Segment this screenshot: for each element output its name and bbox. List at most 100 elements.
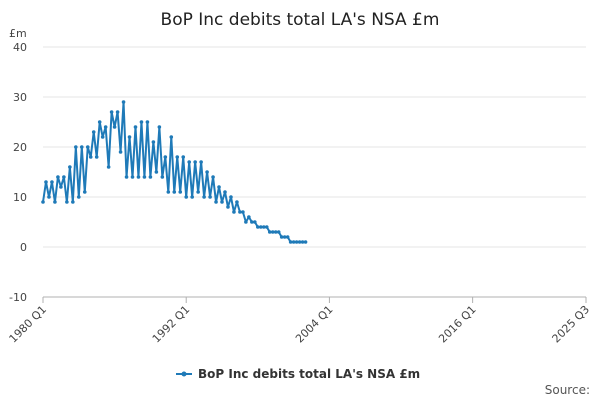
data-point[interactable] bbox=[294, 240, 299, 244]
data-point[interactable] bbox=[238, 210, 242, 214]
data-point[interactable] bbox=[142, 175, 147, 179]
data-point[interactable] bbox=[229, 195, 233, 199]
data-point[interactable] bbox=[259, 225, 263, 229]
data-point[interactable] bbox=[103, 125, 108, 129]
data-point[interactable] bbox=[169, 135, 174, 139]
data-point[interactable] bbox=[244, 220, 248, 224]
data-point[interactable] bbox=[184, 195, 189, 199]
data-point[interactable] bbox=[247, 215, 251, 219]
data-point[interactable] bbox=[288, 240, 293, 244]
data-point[interactable] bbox=[88, 155, 93, 159]
data-point[interactable] bbox=[47, 195, 51, 199]
data-point[interactable] bbox=[220, 200, 224, 204]
data-point[interactable] bbox=[208, 195, 212, 199]
data-point[interactable] bbox=[175, 155, 180, 159]
data-point[interactable] bbox=[100, 135, 105, 139]
data-point[interactable] bbox=[214, 200, 218, 204]
data-point[interactable] bbox=[253, 220, 257, 224]
data-point[interactable] bbox=[196, 190, 200, 194]
data-point[interactable] bbox=[97, 120, 102, 124]
x-tick-label: 1980 Q1 bbox=[7, 303, 50, 346]
data-point[interactable] bbox=[151, 140, 156, 144]
data-point[interactable] bbox=[74, 145, 78, 149]
data-point[interactable] bbox=[106, 165, 111, 169]
data-point[interactable] bbox=[282, 235, 287, 239]
data-point[interactable] bbox=[256, 225, 260, 229]
data-point[interactable] bbox=[270, 230, 275, 234]
data-point[interactable] bbox=[250, 220, 254, 224]
data-point[interactable] bbox=[211, 175, 215, 179]
data-point[interactable] bbox=[121, 100, 126, 104]
data-point[interactable] bbox=[226, 205, 230, 209]
data-point[interactable] bbox=[264, 225, 269, 229]
data-point[interactable] bbox=[56, 175, 60, 179]
y-tick-label: 10 bbox=[13, 191, 27, 204]
data-point[interactable] bbox=[115, 110, 120, 114]
data-point[interactable] bbox=[139, 120, 144, 124]
data-point[interactable] bbox=[187, 160, 191, 164]
data-point[interactable] bbox=[223, 190, 227, 194]
data-point[interactable] bbox=[44, 180, 48, 184]
data-point[interactable] bbox=[202, 195, 206, 199]
data-point[interactable] bbox=[118, 150, 123, 154]
data-point[interactable] bbox=[199, 160, 203, 164]
data-point[interactable] bbox=[157, 125, 162, 129]
data-point[interactable] bbox=[50, 180, 54, 184]
data-point[interactable] bbox=[276, 230, 281, 234]
legend[interactable]: BoP Inc debits total LA's NSA £m bbox=[176, 367, 420, 381]
data-point[interactable] bbox=[205, 170, 209, 174]
data-point[interactable] bbox=[79, 145, 84, 149]
data-point[interactable] bbox=[273, 230, 278, 234]
data-point[interactable] bbox=[145, 120, 150, 124]
data-point[interactable] bbox=[172, 190, 177, 194]
data-point[interactable] bbox=[297, 240, 302, 244]
data-point[interactable] bbox=[130, 175, 135, 179]
data-point[interactable] bbox=[124, 175, 129, 179]
data-point[interactable] bbox=[71, 200, 75, 204]
legend-marker-icon bbox=[181, 371, 187, 377]
data-point[interactable] bbox=[94, 155, 99, 159]
data-point[interactable] bbox=[59, 185, 63, 189]
data-point[interactable] bbox=[112, 125, 117, 129]
data-point[interactable] bbox=[166, 190, 171, 194]
data-point[interactable] bbox=[235, 200, 239, 204]
data-point[interactable] bbox=[91, 130, 96, 134]
data-point[interactable] bbox=[291, 240, 296, 244]
data-series bbox=[41, 100, 308, 244]
data-point[interactable] bbox=[136, 175, 141, 179]
data-point[interactable] bbox=[285, 235, 290, 239]
data-point[interactable] bbox=[279, 235, 284, 239]
data-point[interactable] bbox=[300, 240, 305, 244]
data-point[interactable] bbox=[181, 155, 186, 159]
x-tick-label: 2025 Q3 bbox=[550, 303, 593, 346]
data-point[interactable] bbox=[68, 165, 72, 169]
data-point[interactable] bbox=[241, 210, 245, 214]
data-point[interactable] bbox=[267, 230, 272, 234]
data-point[interactable] bbox=[65, 200, 69, 204]
data-point[interactable] bbox=[303, 240, 308, 244]
data-point[interactable] bbox=[148, 175, 153, 179]
data-point[interactable] bbox=[190, 195, 194, 199]
y-tick-label: 40 bbox=[13, 41, 27, 54]
data-point[interactable] bbox=[193, 160, 197, 164]
data-point[interactable] bbox=[133, 125, 138, 129]
data-point[interactable] bbox=[261, 225, 266, 229]
data-point[interactable] bbox=[85, 145, 90, 149]
data-point[interactable] bbox=[154, 170, 159, 174]
legend-label: BoP Inc debits total LA's NSA £m bbox=[198, 367, 420, 381]
data-point[interactable] bbox=[62, 175, 66, 179]
data-point[interactable] bbox=[160, 175, 165, 179]
data-point[interactable] bbox=[77, 195, 81, 199]
data-point[interactable] bbox=[217, 185, 221, 189]
y-tick-label: 0 bbox=[20, 241, 27, 254]
data-point[interactable] bbox=[53, 200, 57, 204]
y-axis-ticks: 40 30 20 10 0 -10 bbox=[9, 41, 27, 304]
data-point[interactable] bbox=[178, 190, 183, 194]
data-point[interactable] bbox=[41, 200, 45, 204]
data-point[interactable] bbox=[82, 190, 87, 194]
data-point[interactable] bbox=[127, 135, 132, 139]
data-point[interactable] bbox=[163, 155, 168, 159]
data-point[interactable] bbox=[232, 210, 236, 214]
y-tick-label: 30 bbox=[13, 91, 27, 104]
data-point[interactable] bbox=[109, 110, 114, 114]
